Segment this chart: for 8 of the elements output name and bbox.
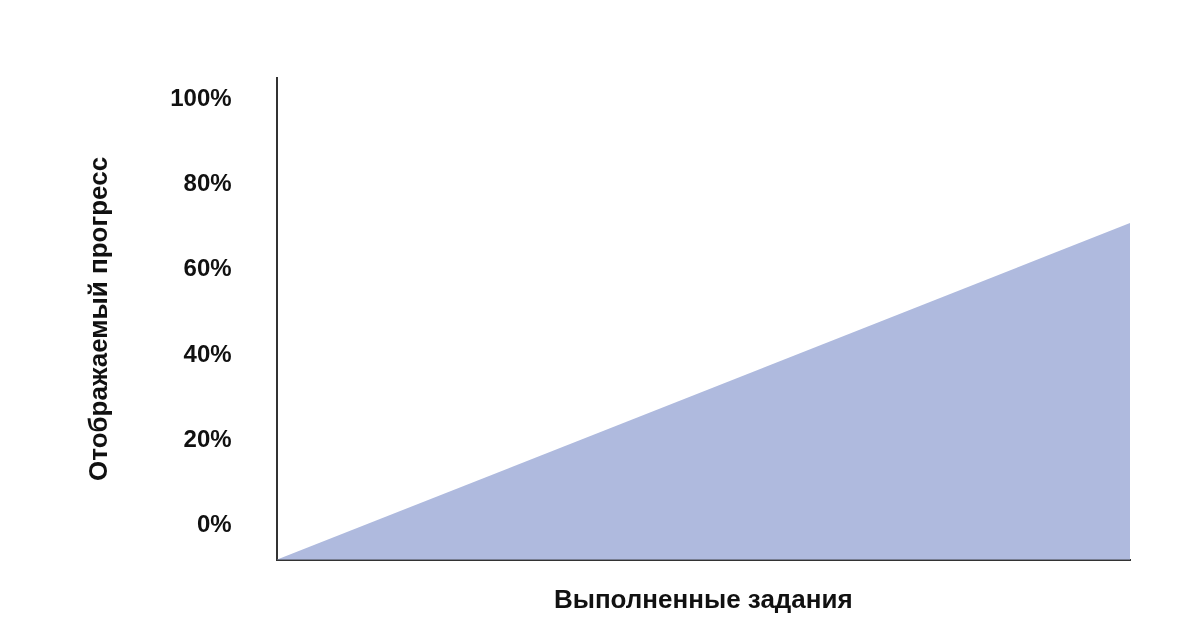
y-axis-title: Отображаемый прогресс xyxy=(82,156,113,481)
y-tick-label: 0% xyxy=(196,510,232,538)
y-tick-label: 80% xyxy=(183,169,232,197)
y-tick-label: 40% xyxy=(183,339,232,367)
y-tick-label: 60% xyxy=(183,254,232,282)
y-tick-label: 20% xyxy=(183,425,232,453)
x-axis-title: Выполненные задания xyxy=(553,583,853,614)
y-tick-label: 100% xyxy=(170,83,232,111)
